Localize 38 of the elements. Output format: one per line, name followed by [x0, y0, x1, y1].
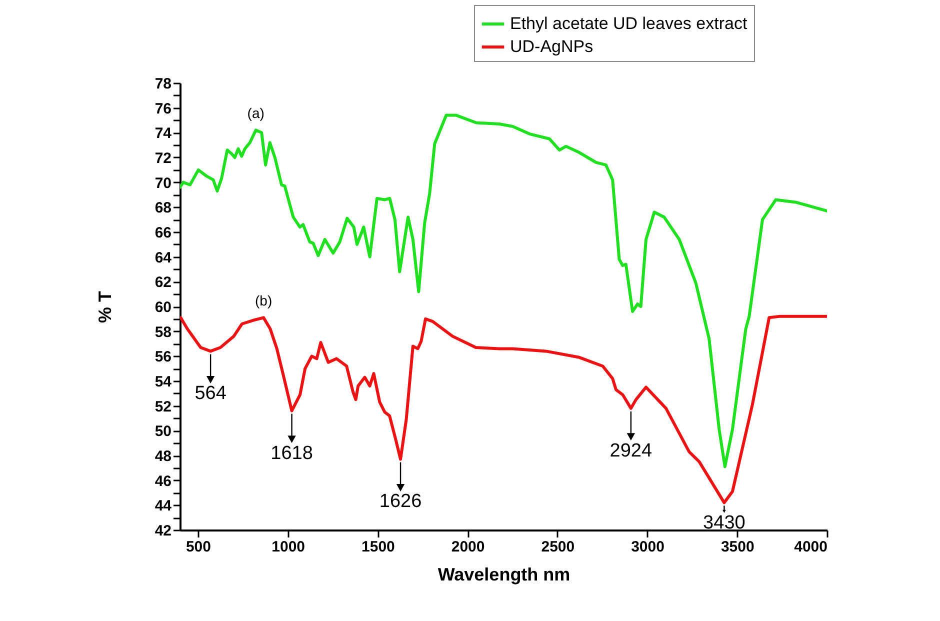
- legend-label: UD-AgNPs: [510, 37, 594, 56]
- x-tick-label: 1500: [362, 538, 395, 556]
- y-tick-label: 58: [154, 324, 172, 341]
- y-tick-label: 70: [154, 174, 172, 192]
- annotation: 3430: [703, 512, 746, 534]
- y-tick-label: 42: [154, 522, 172, 540]
- annotation: (b): [255, 292, 272, 309]
- annotation: 1618: [270, 442, 313, 464]
- legend-label: Ethyl acetate UD leaves extract: [510, 14, 748, 33]
- y-tick-label: 74: [154, 125, 172, 142]
- x-tick-label: 2000: [451, 538, 485, 556]
- y-tick-label: 72: [154, 150, 172, 167]
- x-axis-title: Wavelength nm: [438, 564, 570, 584]
- y-tick-label: 56: [154, 348, 172, 366]
- x-tick-label: 4000: [794, 538, 828, 556]
- y-tick-label: 66: [154, 224, 172, 242]
- y-tick-label: 48: [154, 448, 172, 465]
- y-tick-label: 52: [154, 398, 172, 416]
- annotation: 2924: [610, 440, 652, 462]
- y-tick-label: 54: [154, 374, 172, 390]
- x-tick-label: 2500: [541, 538, 575, 556]
- x-tick-label: 3000: [631, 538, 664, 556]
- y-tick-label: 44: [154, 498, 172, 515]
- y-tick-label: 68: [154, 200, 172, 217]
- y-tick-label: 78: [154, 76, 172, 92]
- x-tick-label: 1000: [272, 538, 306, 556]
- y-tick-label: 50: [154, 423, 172, 440]
- y-tick-label: 46: [154, 472, 172, 490]
- y-tick-label: 76: [154, 100, 172, 118]
- y-tick-label: 64: [154, 249, 172, 266]
- annotation: 1626: [379, 491, 422, 512]
- y-tick-label: 62: [154, 274, 172, 292]
- y-tick-label: 60: [154, 299, 172, 316]
- annotation: (a): [247, 105, 264, 122]
- annotation: 564: [194, 383, 227, 404]
- x-tick-label: 500: [186, 538, 211, 556]
- y-axis-title: % T: [94, 290, 115, 324]
- x-tick-label: 3500: [720, 538, 754, 556]
